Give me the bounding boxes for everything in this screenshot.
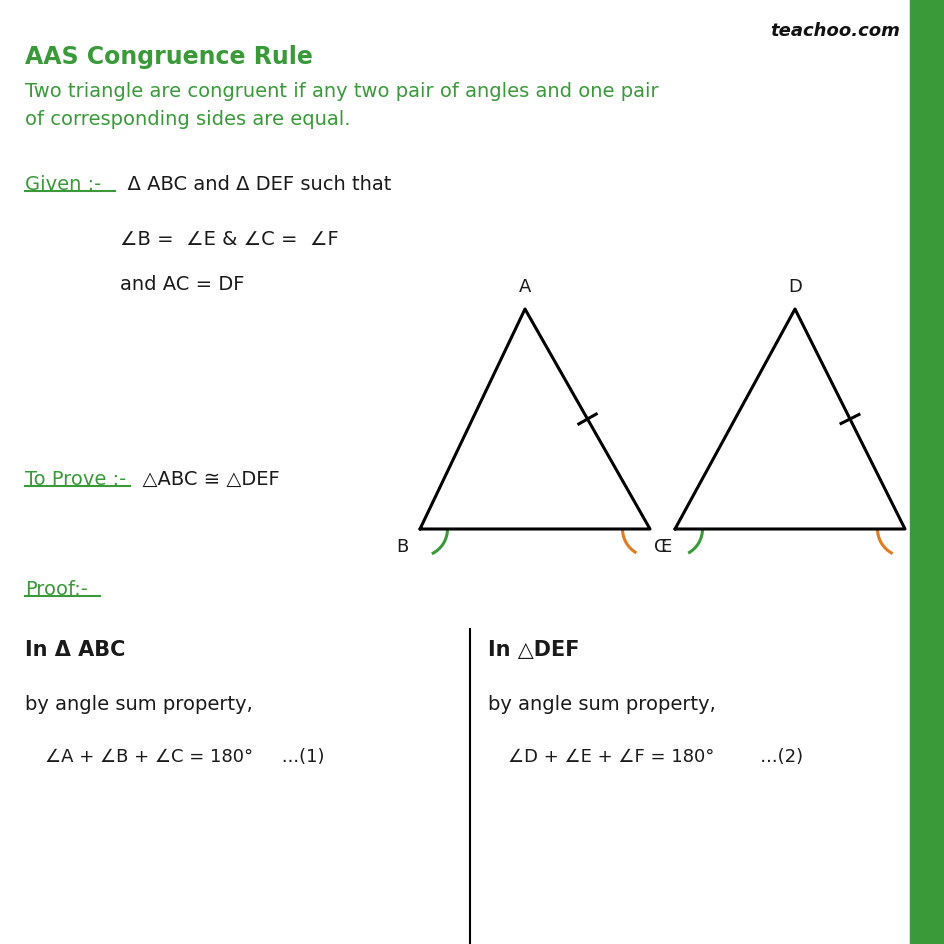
Text: of corresponding sides are equal.: of corresponding sides are equal.	[25, 110, 350, 129]
Text: A: A	[518, 278, 531, 295]
Text: by angle sum property,: by angle sum property,	[25, 694, 252, 714]
Text: Two triangle are congruent if any two pair of angles and one pair: Two triangle are congruent if any two pa…	[25, 82, 658, 101]
Text: by angle sum property,: by angle sum property,	[487, 694, 715, 714]
Text: AAS Congruence Rule: AAS Congruence Rule	[25, 45, 312, 69]
Text: △ABC ≅ △DEF: △ABC ≅ △DEF	[130, 469, 279, 488]
Text: ∠B =  ∠E & ∠C =  ∠F: ∠B = ∠E & ∠C = ∠F	[120, 229, 338, 248]
Text: Given :-: Given :-	[25, 175, 101, 194]
Text: ∠D + ∠E + ∠F = 180°        ...(2): ∠D + ∠E + ∠F = 180° ...(2)	[508, 748, 802, 766]
Text: E: E	[659, 537, 670, 555]
Text: Proof:-: Proof:-	[25, 580, 88, 598]
Text: B: B	[396, 537, 408, 555]
Text: Δ ABC and Δ DEF such that: Δ ABC and Δ DEF such that	[115, 175, 391, 194]
Bar	[909, 0, 944, 944]
Text: In Δ ABC: In Δ ABC	[25, 639, 126, 659]
Text: and AC = DF: and AC = DF	[120, 275, 244, 294]
Text: C: C	[653, 537, 666, 555]
Text: In △DEF: In △DEF	[487, 639, 579, 659]
Text: teachoo.com: teachoo.com	[769, 22, 899, 40]
Text: ∠A + ∠B + ∠C = 180°     ...(1): ∠A + ∠B + ∠C = 180° ...(1)	[45, 748, 324, 766]
Text: To Prove :-: To Prove :-	[25, 469, 126, 488]
Text: D: D	[787, 278, 801, 295]
Text: F: F	[916, 537, 926, 555]
